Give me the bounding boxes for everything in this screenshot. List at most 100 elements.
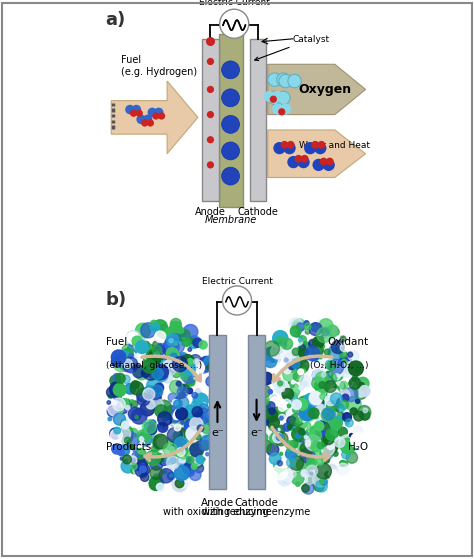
Circle shape <box>326 410 337 421</box>
Circle shape <box>278 472 292 486</box>
Circle shape <box>123 359 132 368</box>
Circle shape <box>330 393 342 405</box>
Circle shape <box>149 476 164 490</box>
Circle shape <box>187 363 192 368</box>
Circle shape <box>140 435 145 440</box>
Circle shape <box>160 366 168 374</box>
Circle shape <box>287 141 294 149</box>
Circle shape <box>329 470 337 478</box>
Circle shape <box>328 389 340 401</box>
Text: Oxidant: Oxidant <box>327 337 368 347</box>
Circle shape <box>346 421 349 425</box>
Circle shape <box>113 392 121 400</box>
Circle shape <box>150 457 164 470</box>
Circle shape <box>143 389 155 400</box>
FancyArrowPatch shape <box>142 356 201 381</box>
Circle shape <box>351 433 366 448</box>
Circle shape <box>195 411 209 425</box>
Circle shape <box>298 342 312 356</box>
Circle shape <box>340 465 346 471</box>
Circle shape <box>191 401 198 408</box>
Circle shape <box>319 438 328 446</box>
Circle shape <box>327 442 335 449</box>
Circle shape <box>120 399 129 408</box>
Circle shape <box>343 461 348 466</box>
Circle shape <box>309 392 322 405</box>
Circle shape <box>319 319 333 333</box>
Circle shape <box>311 391 318 397</box>
Circle shape <box>164 339 179 354</box>
Circle shape <box>270 96 277 103</box>
Circle shape <box>353 382 365 394</box>
Circle shape <box>280 103 291 115</box>
Circle shape <box>211 417 216 422</box>
Circle shape <box>169 354 181 366</box>
Circle shape <box>207 86 214 93</box>
Circle shape <box>122 375 130 383</box>
Circle shape <box>311 353 319 361</box>
Circle shape <box>153 364 168 380</box>
Circle shape <box>330 419 341 430</box>
Circle shape <box>139 338 143 342</box>
Circle shape <box>254 395 265 406</box>
Circle shape <box>166 456 179 469</box>
Circle shape <box>307 449 317 459</box>
Circle shape <box>157 324 171 338</box>
Circle shape <box>191 463 197 469</box>
Circle shape <box>195 464 204 473</box>
Circle shape <box>302 483 314 494</box>
Circle shape <box>135 415 138 419</box>
Circle shape <box>316 421 330 436</box>
Circle shape <box>294 155 302 163</box>
Circle shape <box>354 426 363 435</box>
Circle shape <box>209 392 217 400</box>
Circle shape <box>114 427 120 434</box>
Circle shape <box>360 410 370 420</box>
Circle shape <box>119 358 133 371</box>
Circle shape <box>312 437 319 442</box>
Circle shape <box>160 449 163 453</box>
Circle shape <box>313 472 328 487</box>
Circle shape <box>163 470 167 473</box>
Circle shape <box>125 105 135 115</box>
Circle shape <box>331 340 344 353</box>
Text: Anode: Anode <box>195 207 226 217</box>
Circle shape <box>190 469 201 481</box>
Circle shape <box>120 431 133 443</box>
Circle shape <box>278 468 290 480</box>
Circle shape <box>157 437 167 447</box>
Circle shape <box>309 475 319 485</box>
Circle shape <box>270 433 280 444</box>
Circle shape <box>132 336 142 346</box>
Circle shape <box>176 381 181 386</box>
Circle shape <box>354 411 364 421</box>
Circle shape <box>199 357 214 372</box>
Circle shape <box>154 473 160 480</box>
Circle shape <box>155 436 158 439</box>
Circle shape <box>160 360 168 368</box>
Circle shape <box>320 158 328 165</box>
Circle shape <box>285 465 288 468</box>
Circle shape <box>165 424 179 438</box>
Circle shape <box>345 419 353 427</box>
Circle shape <box>300 345 305 350</box>
Circle shape <box>167 317 182 333</box>
Circle shape <box>128 408 137 418</box>
Circle shape <box>122 349 133 359</box>
Circle shape <box>312 369 325 382</box>
Circle shape <box>135 448 146 459</box>
Circle shape <box>186 383 190 387</box>
Circle shape <box>211 394 226 409</box>
Circle shape <box>173 400 178 405</box>
Circle shape <box>196 364 204 372</box>
Circle shape <box>305 329 310 334</box>
Circle shape <box>278 340 287 349</box>
Circle shape <box>118 450 124 456</box>
Circle shape <box>285 448 296 459</box>
Circle shape <box>264 420 269 425</box>
Circle shape <box>299 429 305 435</box>
Circle shape <box>324 440 337 454</box>
Circle shape <box>264 347 279 363</box>
Circle shape <box>253 420 265 432</box>
Circle shape <box>177 400 182 405</box>
